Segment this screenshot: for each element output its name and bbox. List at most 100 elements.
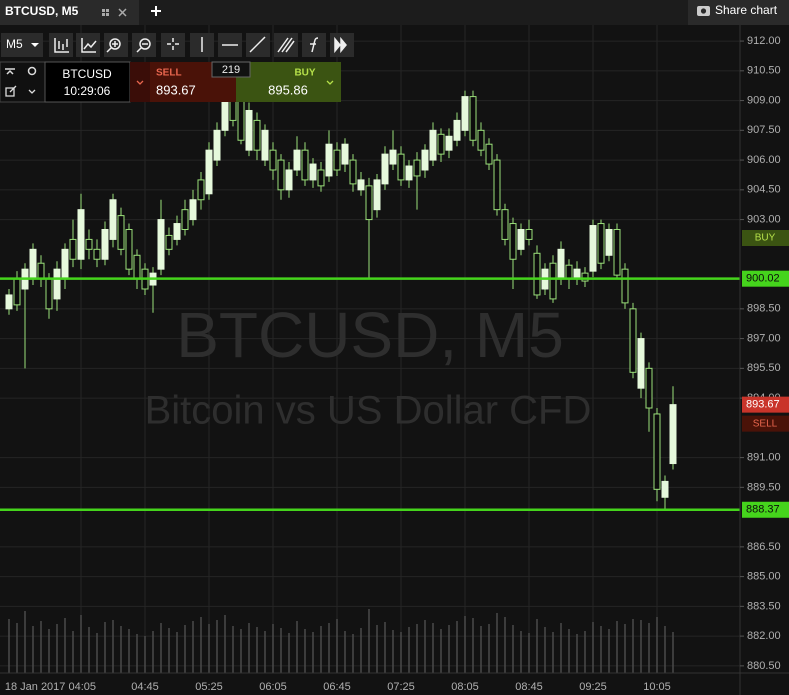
candle-body [205,149,213,195]
trade-panel: BTCUSD 10:29:06 SELL 893.67 BUY 895.86 2… [0,61,341,103]
chevron [326,80,334,85]
candle-body [653,413,661,490]
watermark-subtitle: Bitcoin vs US Dollar CFD [145,389,592,433]
y-tick-label: 907.50 [747,124,781,136]
candle-body [581,272,589,282]
candle-body [69,238,77,260]
candle-body [309,163,317,181]
camera-icon [697,6,710,16]
candle-body [365,185,373,221]
candle-body [109,199,117,240]
candle-body [669,404,677,465]
y-tick-label: 883.50 [747,600,781,612]
candle-body [509,223,517,260]
candle-body [421,149,429,171]
y-tick-label: 897.00 [747,332,781,344]
tab[interactable] [0,0,139,25]
candle-body [453,119,461,141]
search-icon[interactable] [27,66,37,76]
spread-box [211,61,251,78]
y-tick-label: 880.50 [747,660,781,672]
add-tab[interactable] [151,6,161,16]
candle-body [565,264,573,280]
candle-body [229,100,237,121]
candle-body [357,179,365,191]
candle-body [493,159,501,211]
y-tick-label: 904.50 [747,184,781,196]
axis: 912.00 910.50 909.00 907.50 906.00 904.50 903.… [5,35,789,693]
candle-body [341,143,349,165]
candle-body [589,225,597,272]
buy-badge [742,230,789,246]
candle-body [469,96,477,141]
buy-button[interactable] [236,62,341,102]
popout-icon[interactable] [5,85,17,97]
candle-body [301,149,309,181]
candle-body [93,248,101,260]
sell-options[interactable] [130,62,150,102]
x-tick-label: 07:25 [387,681,415,693]
sell-badge [742,415,789,432]
x-tick-label: 04:45 [131,681,159,693]
bid-badge [742,396,789,413]
x-tick-label: 09:25 [579,681,607,693]
candle-body [349,159,357,185]
symbol-box[interactable] [44,61,131,103]
candle-body [517,228,525,250]
candle-body [261,129,269,161]
candle-body [437,133,445,155]
collapse-icon[interactable] [5,68,15,75]
candle-body [629,308,637,373]
candle-body [325,143,333,177]
y-tick-label: 903.00 [747,213,781,225]
buy-badge-label: BUY [755,233,776,244]
candle-body [525,228,533,240]
price-badge-label: 900.02 [746,273,780,285]
clock: 10:29:06 [64,84,111,98]
buy-label: BUY [294,68,315,79]
watermark-title: BTCUSD, M5 [176,299,564,371]
tab-close[interactable] [118,8,127,17]
y-tick-label: 889.50 [747,481,781,493]
x-tick-label: 08:45 [515,681,543,693]
sell-price: 893.67 [156,82,196,97]
candle-body [197,179,205,201]
y-tick-label: 909.00 [747,94,781,106]
candle-body [485,143,493,165]
x-tick-label: 08:05 [451,681,479,693]
tab-title: BTCUSD, M5 [5,4,79,18]
toolbar: M5 [1,33,354,57]
y-tick-label: 910.50 [747,65,781,77]
candle-body [173,223,181,240]
buy-price: 895.86 [268,82,308,97]
tool-icons [54,36,347,54]
candle-body [605,228,613,256]
candle-body [77,209,85,260]
candle-body [85,238,93,250]
chevron [136,80,144,85]
expand-icon[interactable] [28,89,36,94]
spread: 219 [222,64,240,76]
candle-body [445,135,453,151]
candle-body [501,209,509,240]
watermark: BTCUSD, M5 Bitcoin vs US Dollar CFD [145,299,592,433]
price-badge [742,270,789,287]
tab-layout-icon[interactable] [102,9,109,16]
y-tick-label: 886.50 [747,541,781,553]
candle-body [429,129,437,161]
candle-body [549,262,557,300]
y-tick-label: 912.00 [747,35,781,47]
candle-body [613,228,621,276]
candle-body [333,149,341,171]
candle-body [413,159,421,177]
x-tick-label: 10:05 [643,681,671,693]
price-badge [742,501,789,518]
y-tick-label: 891.00 [747,452,781,464]
price-badge-label: 888.37 [746,504,780,516]
timeframe-label: M5 [6,37,23,51]
candle-body [253,119,261,151]
candle-body [645,367,653,409]
symbol: BTCUSD [62,67,112,81]
candle-body [245,109,253,151]
